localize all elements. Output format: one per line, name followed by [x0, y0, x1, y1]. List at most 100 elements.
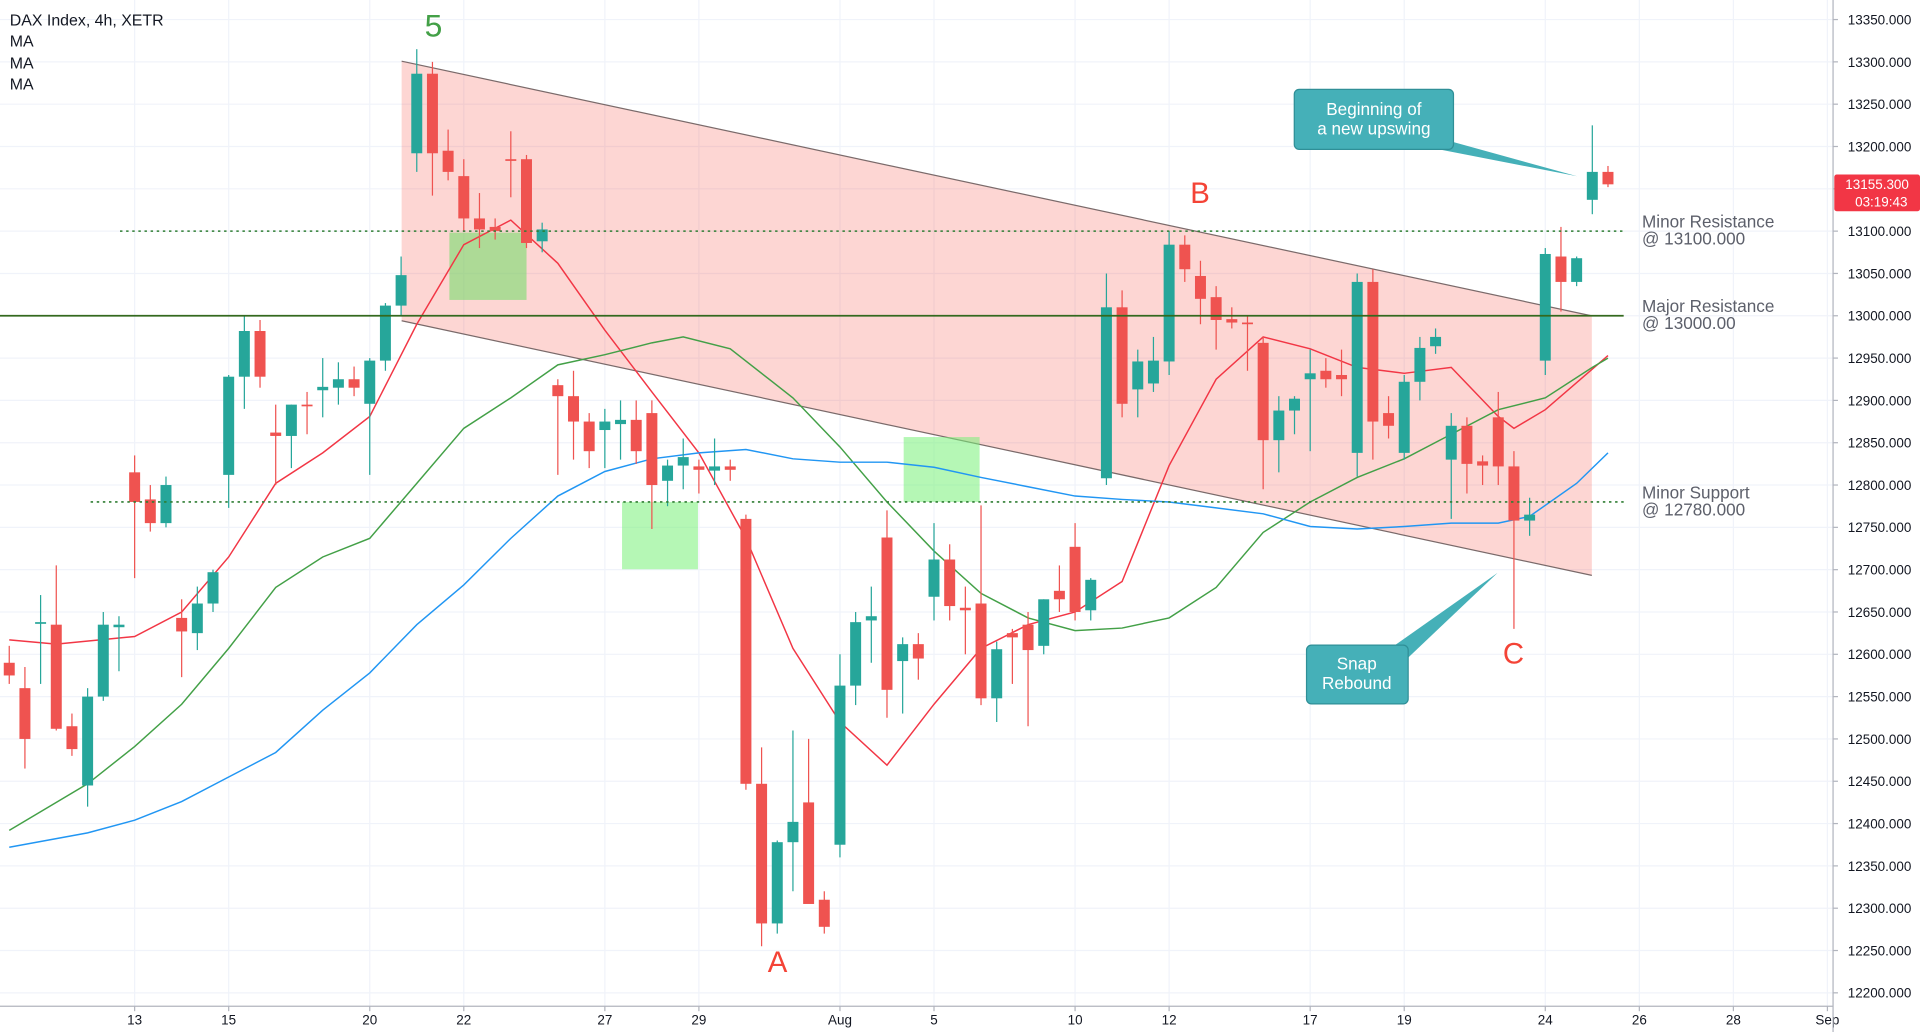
candle-body: [1241, 322, 1253, 325]
candle-body: [1524, 514, 1536, 521]
candle-body: [1586, 171, 1598, 200]
candle-body: [709, 466, 721, 471]
y-tick-label: 12350.000: [1848, 859, 1912, 874]
candle-body: [1163, 244, 1175, 362]
candle-body: [1351, 281, 1363, 453]
channel-upper: [401, 60, 1592, 317]
callout-box: [1293, 88, 1455, 150]
y-tick-label: 12300.000: [1848, 901, 1912, 916]
candle-body: [756, 783, 768, 924]
channel-fill: [401, 61, 1592, 576]
candle-body: [254, 331, 266, 377]
candle-body: [1320, 370, 1332, 380]
candle-body: [3, 662, 15, 676]
candle-body: [897, 644, 909, 662]
candle-body: [426, 73, 438, 154]
candle-body: [834, 685, 846, 845]
candle-body: [1336, 375, 1348, 380]
level-label: @ 13100.000: [1642, 229, 1745, 249]
candle-body: [191, 603, 203, 634]
level-label: Major Resistance: [1642, 296, 1774, 316]
candle-body: [630, 419, 642, 452]
candle-body: [912, 644, 924, 659]
candle-body: [599, 421, 611, 431]
level-label: @ 13000.00: [1642, 313, 1736, 333]
candle-body: [207, 572, 219, 604]
level-label: Minor Support: [1642, 482, 1750, 502]
candle-body: [818, 899, 830, 927]
level-label: @ 12780.000: [1642, 499, 1745, 519]
candle-body: [865, 616, 877, 621]
y-tick-label: 13250.000: [1848, 97, 1912, 112]
candle-body: [1367, 281, 1379, 422]
candle-body: [50, 624, 62, 729]
candle-body: [1398, 381, 1410, 453]
countdown-label: 03:19:43: [1855, 194, 1907, 209]
candle-body: [223, 376, 235, 475]
x-tick-label: 26: [1632, 1013, 1647, 1028]
candle-body: [536, 229, 548, 242]
x-tick-label: 27: [597, 1013, 612, 1028]
y-tick-label: 13350.000: [1848, 12, 1912, 27]
y-tick-label: 12400.000: [1848, 816, 1912, 831]
candle-body: [144, 499, 156, 524]
wave-label: B: [1190, 177, 1210, 210]
candle-body: [113, 624, 125, 628]
wave-labels: 5 A B C: [425, 8, 1524, 979]
y-tick-label: 12450.000: [1848, 774, 1912, 789]
candle-body: [1210, 297, 1222, 320]
candle-body: [1430, 336, 1442, 347]
candle-body: [442, 150, 454, 172]
candle-body: [1194, 275, 1206, 299]
candle-body: [959, 607, 971, 611]
candle-body: [270, 432, 282, 436]
x-tick-label: Sep: [1815, 1013, 1839, 1028]
zone-box: [449, 232, 527, 300]
candle-body: [411, 73, 423, 154]
candle-body: [35, 622, 47, 624]
levels: Minor Resistance@ 13100.000 Major Resista…: [0, 211, 1774, 519]
x-tick-label: 19: [1397, 1013, 1412, 1028]
candle-body: [332, 379, 344, 388]
y-tick-label: 12600.000: [1848, 647, 1912, 662]
y-tick-label: 12650.000: [1848, 605, 1912, 620]
candle-body: [944, 559, 956, 607]
candle-body: [787, 821, 799, 843]
x-tick-label: 5: [930, 1013, 937, 1028]
y-tick-label: 13100.000: [1848, 224, 1912, 239]
candle-body: [646, 413, 658, 486]
candles: [3, 49, 1614, 947]
candle-body: [975, 603, 987, 699]
x-tick-label: 17: [1303, 1013, 1318, 1028]
candle-body: [19, 688, 31, 739]
candle-body: [521, 159, 532, 243]
legend-entry: MA: [10, 56, 34, 73]
legend-entry: MA: [10, 34, 34, 51]
x-tick-label: 22: [456, 1013, 471, 1028]
y-tick-label: 12800.000: [1848, 478, 1912, 493]
y-tick-label: 12900.000: [1848, 393, 1912, 408]
candle-body: [991, 649, 1003, 699]
y-tick-label: 12700.000: [1848, 563, 1912, 578]
candle-body: [1383, 413, 1395, 426]
moving-average-line: [9, 448, 1609, 848]
candle-body: [1132, 361, 1144, 390]
y-tick-label: 12550.000: [1848, 690, 1912, 705]
candle-body: [348, 379, 360, 388]
candle-body: [803, 802, 815, 904]
candle-body: [1226, 319, 1238, 323]
candle-body: [1273, 410, 1285, 441]
candle-body: [724, 466, 736, 470]
candle-body: [740, 518, 752, 784]
legend: DAX Index, 4h, XETR MA MA MA: [10, 13, 164, 94]
candle-body: [1289, 398, 1300, 411]
candle-body: [677, 457, 689, 466]
callout-text: Beginning of: [1326, 99, 1421, 119]
candle-body: [1179, 244, 1191, 270]
candle-body: [881, 537, 893, 690]
candle-body: [1508, 466, 1520, 521]
candle-body: [82, 696, 94, 786]
candle-body: [693, 466, 705, 470]
candle-body: [1100, 307, 1112, 479]
